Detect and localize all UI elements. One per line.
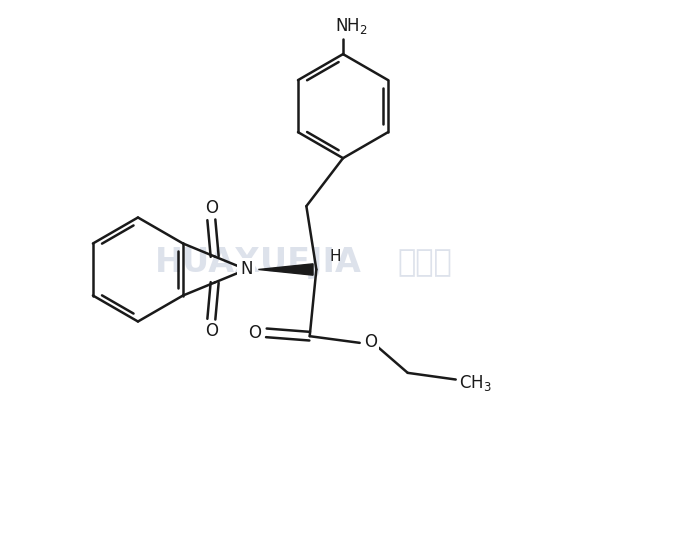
Polygon shape — [258, 264, 313, 275]
Text: O: O — [205, 322, 218, 340]
Text: 化学加: 化学加 — [397, 248, 452, 278]
Text: O: O — [364, 333, 377, 350]
Text: HUAXUEJIA: HUAXUEJIA — [155, 246, 362, 279]
Text: O: O — [205, 199, 218, 217]
Text: H: H — [329, 248, 341, 264]
Text: O: O — [248, 324, 261, 342]
Text: CH$_3$: CH$_3$ — [460, 373, 492, 393]
Text: NH$_2$: NH$_2$ — [335, 16, 367, 36]
Text: N: N — [240, 260, 253, 279]
